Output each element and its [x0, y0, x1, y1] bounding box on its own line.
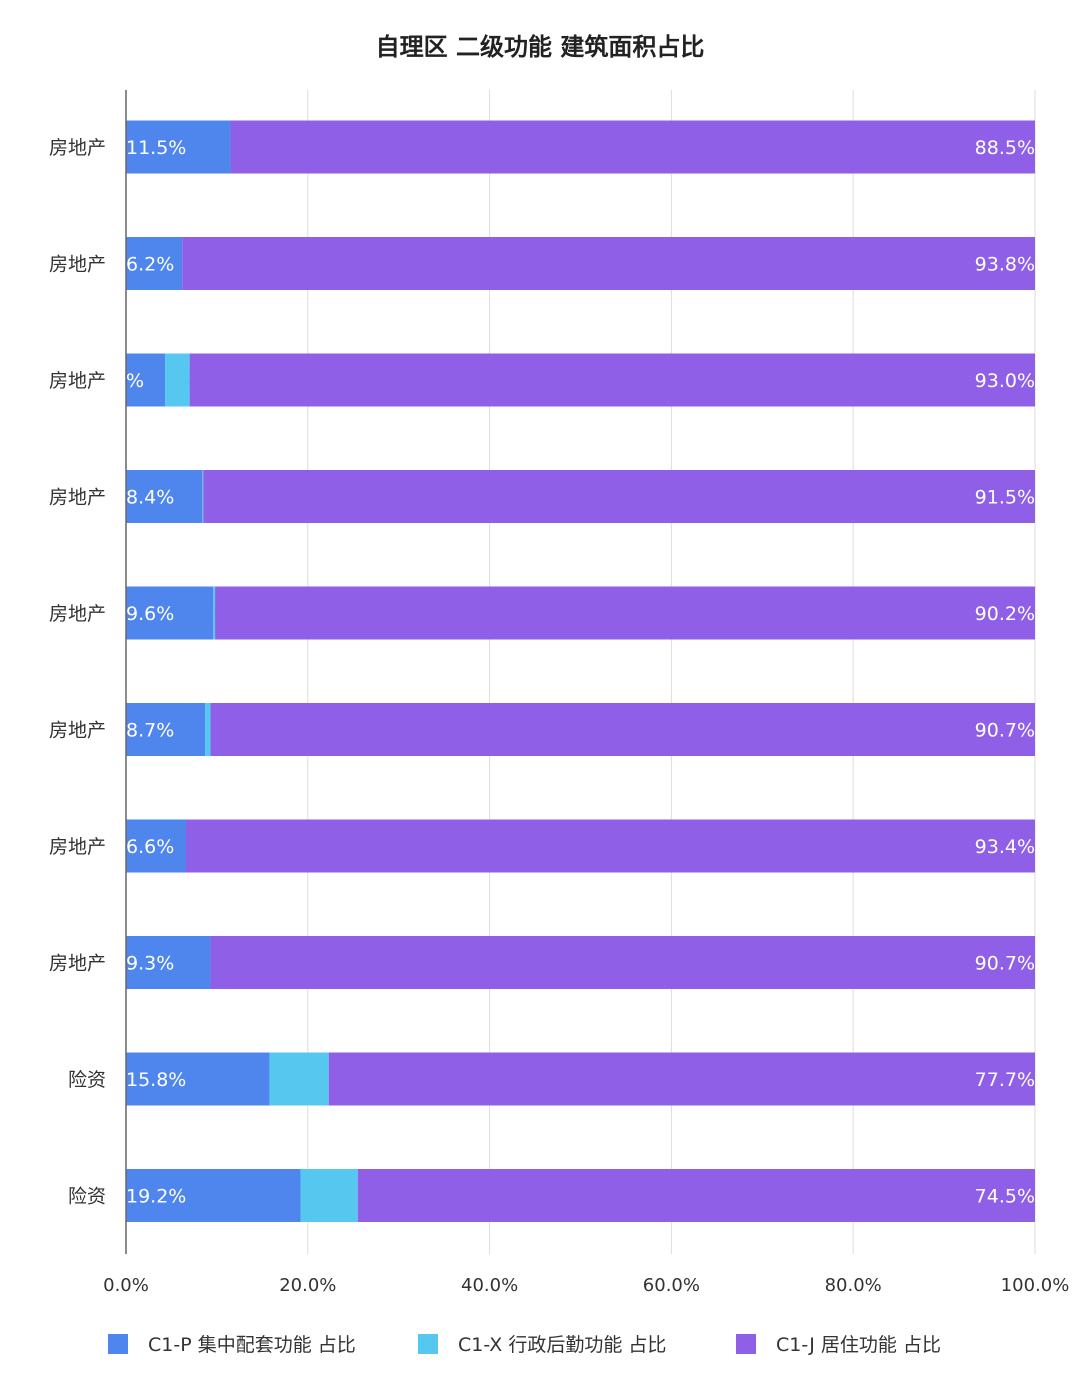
x-tick-label: 60.0% [643, 1275, 700, 1296]
bar-segment [213, 586, 216, 640]
bar-segment [230, 120, 1035, 174]
data-label: 93.4% [975, 836, 1035, 858]
bar-segment [328, 1052, 1035, 1106]
bar-segment [182, 237, 1035, 290]
data-label: 74.5% [975, 1186, 1035, 1208]
bar-segment [126, 470, 203, 523]
bar-segment [269, 1052, 329, 1106]
bar-segment [126, 703, 206, 756]
bar-segment [126, 586, 214, 640]
x-tick-label: 100.0% [1001, 1275, 1070, 1296]
bar-segment [215, 586, 1035, 640]
bar-segment [126, 936, 211, 989]
data-label: 11.5% [126, 137, 186, 159]
bar-segment [205, 703, 211, 756]
legend-swatch [418, 1334, 438, 1354]
x-tick-label: 40.0% [461, 1275, 518, 1296]
category-label: 房地产 [49, 137, 106, 159]
legend-label: C1-P 集中配套功能 占比 [148, 1334, 356, 1356]
data-label: 19.2% [126, 1186, 186, 1208]
data-label: 77.7% [975, 1069, 1035, 1091]
bar-segment [210, 936, 1036, 989]
legend-label: C1-J 居住功能 占比 [776, 1334, 941, 1356]
bar-segment [126, 237, 183, 290]
data-label: 90.7% [975, 720, 1035, 742]
bar-segment [185, 819, 1035, 873]
bar-segment [210, 703, 1036, 756]
chart-title: 自理区 二级功能 建筑面积占比 [376, 33, 705, 61]
data-label: 9.6% [126, 603, 174, 625]
x-tick-label: 0.0% [103, 1275, 149, 1296]
bar-segment [300, 1169, 358, 1222]
bar-segment [126, 1052, 270, 1106]
data-label: 90.7% [975, 953, 1035, 975]
data-label: 91.5% [975, 487, 1035, 509]
data-label: 8.4% [126, 487, 174, 509]
category-label: 房地产 [49, 836, 106, 858]
bar-segment [202, 470, 204, 523]
data-label: 90.2% [975, 603, 1035, 625]
bar-segment [126, 120, 231, 174]
category-label: 房地产 [49, 487, 106, 509]
bar-segment [126, 1169, 301, 1222]
data-label: 93.0% [975, 370, 1035, 392]
data-label: 6.6% [126, 836, 174, 858]
bars: 11.5%0.0%88.5%6.2%0.0%93.8%%2.7%93.0%8.4… [126, 120, 1036, 1222]
data-label: 93.8% [975, 254, 1035, 276]
data-label: 6.5% [270, 1069, 318, 1091]
legend-swatch [736, 1334, 756, 1354]
data-label: 88.5% [975, 137, 1035, 159]
bar-segment [357, 1169, 1035, 1222]
x-tick-label: 80.0% [825, 1275, 882, 1296]
category-label: 险资 [68, 1186, 106, 1208]
legend-label: C1-X 行政后勤功能 占比 [458, 1334, 666, 1356]
bar-segment [189, 353, 1035, 407]
category-label: 房地产 [49, 254, 106, 276]
x-tick-label: 20.0% [279, 1275, 336, 1296]
bar-segment [126, 819, 186, 873]
category-label: 房地产 [49, 603, 106, 625]
bar-segment [203, 470, 1035, 523]
data-label: 6.2% [126, 254, 174, 276]
category-label: 房地产 [49, 370, 106, 392]
legend: C1-P 集中配套功能 占比 C1-X 行政后勤功能 占比 C1-J 居住功能 占比 [108, 1334, 941, 1356]
x-axis-ticks: 0.0% 20.0% 40.0% 60.0% 80.0% 100.0% [103, 1275, 1069, 1296]
bar-segment [126, 353, 166, 407]
category-label: 险资 [68, 1069, 106, 1091]
data-label: 8.7% [126, 720, 174, 742]
data-label: 15.8% [126, 1069, 186, 1091]
data-label: % [126, 370, 144, 392]
legend-swatch [108, 1334, 128, 1354]
data-label: 9.3% [126, 953, 174, 975]
category-label: 房地产 [49, 953, 106, 975]
bar-segment [165, 353, 190, 407]
category-label: 房地产 [49, 720, 106, 742]
data-label: 6.3% [301, 1186, 349, 1208]
